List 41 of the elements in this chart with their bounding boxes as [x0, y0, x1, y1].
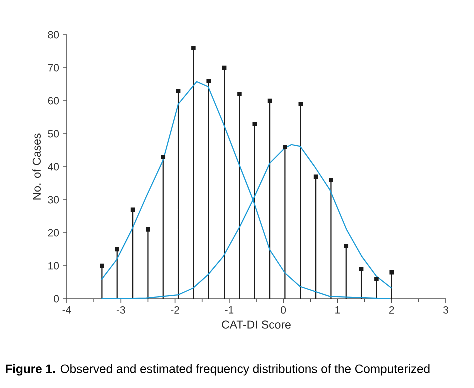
y-tick-label: 40	[48, 163, 60, 171]
point	[222, 66, 227, 70]
point	[206, 79, 211, 84]
x-tick-label: -2	[171, 306, 180, 314]
point	[344, 244, 349, 248]
point	[374, 277, 379, 282]
y-tick-label: 60	[48, 97, 60, 105]
x-tick-label: -4	[62, 306, 72, 314]
point	[268, 98, 272, 104]
point	[192, 46, 196, 50]
point	[161, 154, 166, 160]
text: Figure 1. Observed and estimated frequency distributions of the Computerized	[6, 364, 430, 376]
x-tick-label: 0	[281, 306, 286, 314]
point	[359, 267, 364, 272]
point	[252, 122, 258, 126]
point	[115, 247, 120, 252]
point	[298, 102, 304, 106]
y-tick-label: 20	[48, 229, 60, 237]
y-axis-title: No. of Cases	[32, 134, 41, 200]
point	[130, 208, 136, 212]
line-series	[101, 81, 391, 300]
point	[390, 270, 394, 275]
x-tick-label: 2	[389, 306, 394, 314]
x-tick-label: 3	[443, 306, 448, 314]
point	[283, 145, 288, 150]
x-axis-title: CAT-DI Score	[222, 320, 291, 329]
y-tick-label: 70	[48, 64, 60, 72]
point	[314, 174, 318, 180]
y-tick-label: 80	[48, 31, 60, 39]
y-tick-label: 0	[54, 295, 60, 303]
point	[100, 264, 104, 268]
y-tick-label: 10	[48, 262, 60, 270]
y-tick-label: 30	[48, 196, 60, 204]
point	[146, 228, 150, 232]
point	[329, 178, 334, 182]
y-tick-label: 50	[48, 130, 60, 138]
x-tick-label: 1	[336, 306, 340, 314]
point	[238, 92, 242, 97]
x-tick-label: -1	[225, 306, 234, 314]
x-tick-label: -3	[116, 306, 126, 314]
point	[176, 88, 181, 94]
